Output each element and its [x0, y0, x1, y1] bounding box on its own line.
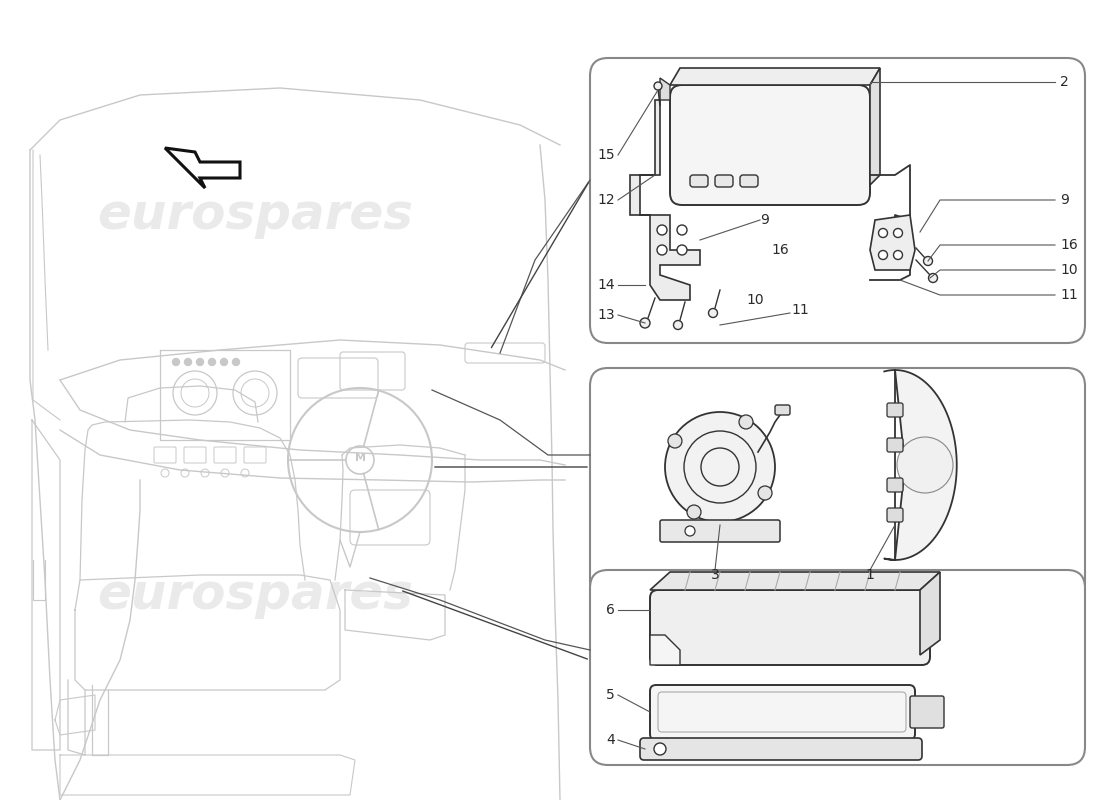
Text: 1: 1 — [866, 568, 874, 582]
Circle shape — [173, 358, 179, 366]
Circle shape — [879, 229, 888, 238]
Circle shape — [708, 309, 717, 318]
Text: M: M — [354, 453, 365, 463]
Text: 16: 16 — [1060, 238, 1078, 252]
Circle shape — [688, 505, 701, 519]
FancyBboxPatch shape — [590, 570, 1085, 765]
Circle shape — [879, 250, 888, 259]
FancyBboxPatch shape — [590, 58, 1085, 343]
FancyBboxPatch shape — [690, 175, 708, 187]
Circle shape — [654, 743, 666, 755]
Polygon shape — [920, 572, 940, 655]
FancyBboxPatch shape — [670, 85, 870, 205]
Circle shape — [232, 358, 240, 366]
Text: eurospares: eurospares — [707, 631, 953, 669]
Circle shape — [739, 415, 754, 429]
Text: 5: 5 — [606, 688, 615, 702]
Text: 11: 11 — [1060, 288, 1078, 302]
Circle shape — [666, 412, 776, 522]
Circle shape — [896, 437, 953, 493]
Circle shape — [685, 526, 695, 536]
Circle shape — [893, 250, 902, 259]
Polygon shape — [884, 370, 957, 560]
Circle shape — [209, 358, 216, 366]
Circle shape — [640, 318, 650, 328]
Circle shape — [928, 274, 937, 282]
Text: 15: 15 — [597, 148, 615, 162]
Circle shape — [668, 434, 682, 448]
Text: 9: 9 — [1060, 193, 1069, 207]
Polygon shape — [630, 100, 700, 300]
FancyBboxPatch shape — [715, 175, 733, 187]
Circle shape — [758, 486, 772, 500]
Polygon shape — [670, 68, 880, 85]
Text: eurospares: eurospares — [97, 571, 413, 619]
FancyBboxPatch shape — [887, 508, 903, 522]
Text: 9: 9 — [760, 213, 769, 227]
FancyBboxPatch shape — [910, 696, 944, 728]
FancyBboxPatch shape — [650, 685, 915, 740]
Text: 4: 4 — [606, 733, 615, 747]
Text: 11: 11 — [791, 303, 808, 317]
Polygon shape — [870, 215, 915, 270]
Text: 16: 16 — [771, 243, 789, 257]
FancyBboxPatch shape — [887, 438, 903, 452]
Text: 6: 6 — [606, 603, 615, 617]
Circle shape — [893, 229, 902, 238]
Polygon shape — [650, 635, 680, 665]
FancyBboxPatch shape — [640, 738, 922, 760]
Circle shape — [924, 257, 933, 266]
Text: 13: 13 — [597, 308, 615, 322]
FancyBboxPatch shape — [650, 590, 930, 665]
Circle shape — [673, 321, 682, 330]
Circle shape — [185, 358, 191, 366]
Text: eurospares: eurospares — [707, 146, 953, 184]
FancyBboxPatch shape — [590, 368, 1085, 600]
Circle shape — [657, 225, 667, 235]
Text: eurospares: eurospares — [97, 191, 413, 239]
Text: 10: 10 — [746, 293, 763, 307]
Circle shape — [676, 225, 688, 235]
Polygon shape — [870, 68, 880, 185]
FancyBboxPatch shape — [740, 175, 758, 187]
Circle shape — [657, 245, 667, 255]
Text: eurospares: eurospares — [707, 446, 953, 484]
Text: 2: 2 — [1060, 75, 1069, 89]
FancyBboxPatch shape — [660, 520, 780, 542]
Text: 3: 3 — [711, 568, 719, 582]
Circle shape — [197, 358, 204, 366]
FancyBboxPatch shape — [887, 478, 903, 492]
Polygon shape — [660, 78, 670, 100]
Text: 14: 14 — [597, 278, 615, 292]
Circle shape — [220, 358, 228, 366]
Polygon shape — [165, 148, 240, 188]
Circle shape — [676, 245, 688, 255]
Circle shape — [654, 82, 662, 90]
Text: 10: 10 — [1060, 263, 1078, 277]
Text: 12: 12 — [597, 193, 615, 207]
FancyBboxPatch shape — [887, 403, 903, 417]
FancyBboxPatch shape — [776, 405, 790, 415]
Polygon shape — [650, 572, 940, 590]
